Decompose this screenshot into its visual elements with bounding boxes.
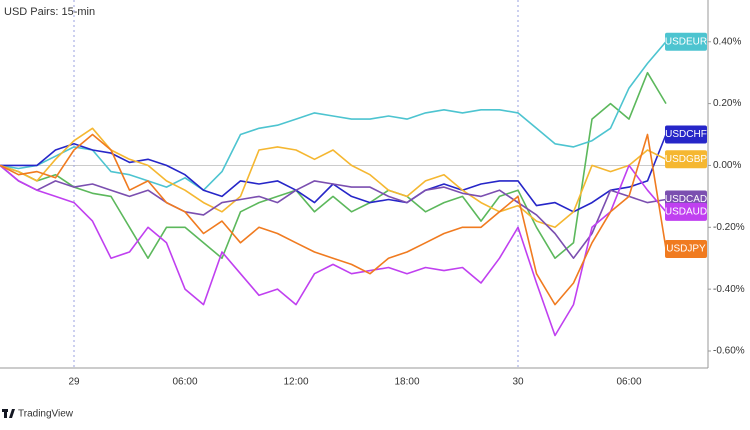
x-tick-label: 06:00: [616, 377, 641, 388]
x-tick-label: 06:00: [172, 377, 197, 388]
y-tick-label: -0.60%: [713, 346, 745, 357]
price-tag: [665, 239, 707, 258]
price-tag: [665, 150, 707, 169]
series-line: [0, 133, 667, 306]
series-line: [0, 71, 667, 259]
chart-title: USD Pairs: 15-min: [4, 6, 95, 18]
x-tick-label: 29: [68, 377, 80, 388]
y-tick-label: -0.20%: [713, 222, 745, 233]
legend-label: USDAUD: [665, 206, 707, 217]
legend-label: USDCAD: [665, 194, 707, 205]
legend-label: USDEUR: [665, 36, 707, 47]
price-tag: [665, 32, 707, 51]
footer-brand: TradingView: [18, 409, 74, 420]
series-line: [0, 41, 667, 191]
series-line: [0, 164, 667, 259]
legend-label: USDCHF: [665, 129, 707, 140]
logo: [2, 409, 15, 418]
legend-label: USDGBP: [665, 154, 708, 165]
price-tag: [665, 202, 707, 221]
price-tag: [665, 125, 707, 144]
x-tick-label: 30: [512, 377, 524, 388]
y-tick-label: 0.00%: [713, 160, 741, 171]
y-tick-label: 0.40%: [713, 36, 741, 47]
series-line: [0, 164, 667, 337]
legend-label: USDJPY: [666, 244, 706, 255]
x-tick-label: 12:00: [283, 377, 308, 388]
y-tick-label: 0.20%: [713, 98, 741, 109]
y-tick-label: -0.40%: [713, 284, 745, 295]
x-tick-label: 18:00: [394, 377, 419, 388]
